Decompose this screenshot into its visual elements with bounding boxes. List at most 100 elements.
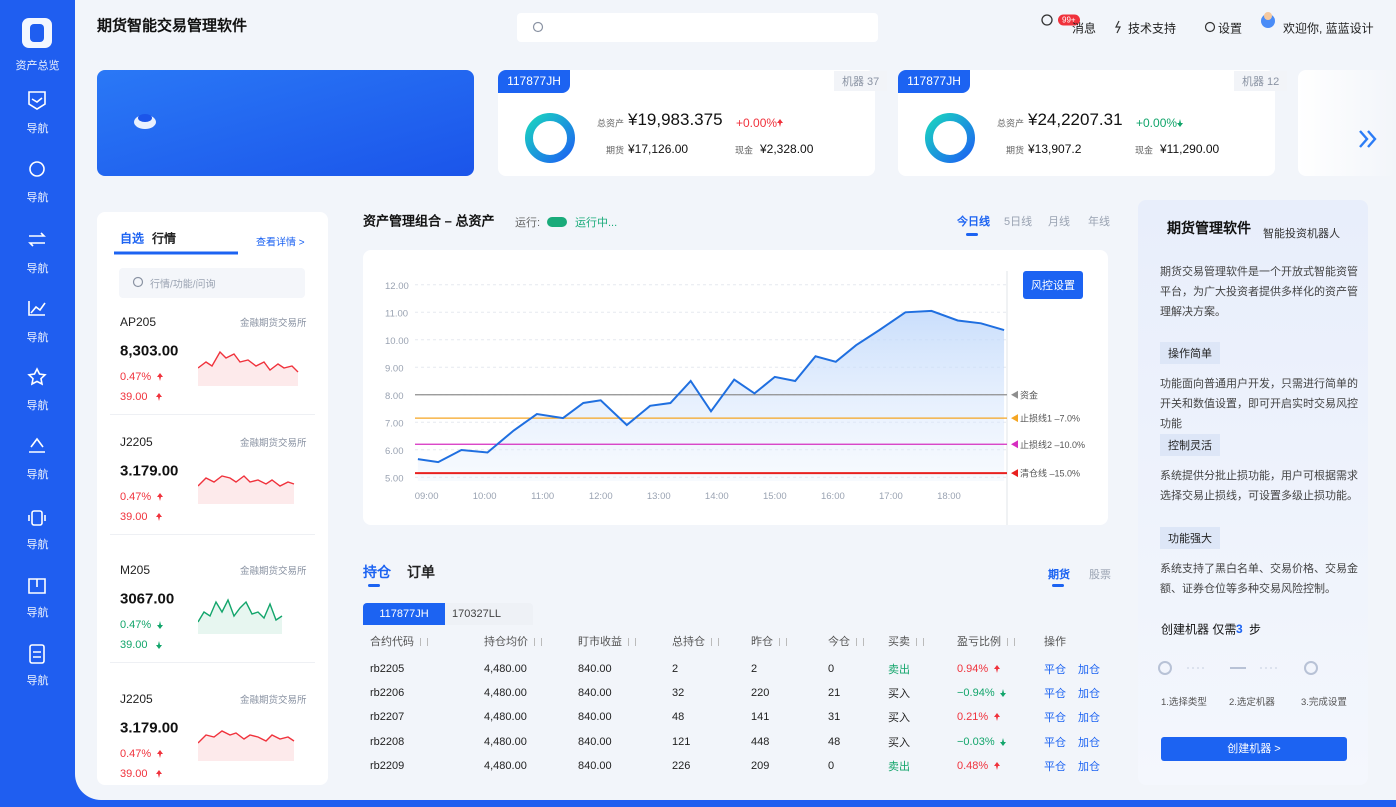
messages-link[interactable]: 消息	[1072, 21, 1097, 36]
nav-item[interactable]: 导航	[26, 332, 49, 344]
line	[417, 309, 1005, 464]
column-header[interactable]: 合约代码	[370, 633, 428, 649]
more-link[interactable]: 查看详情 >	[256, 237, 305, 249]
y-tick-label: 8.00	[385, 391, 404, 402]
range-tab[interactable]: 月线	[1048, 216, 1070, 228]
tab[interactable]: 行情	[152, 231, 177, 246]
add-button[interactable]: 加仓	[1078, 688, 1100, 700]
run-label: 运行:	[515, 217, 541, 229]
column-header[interactable]: 总持仓	[672, 633, 719, 649]
watchlist-panel	[97, 212, 328, 785]
table-cell: 买入	[888, 737, 910, 749]
item-pct: 0.47%	[120, 748, 152, 760]
column-header[interactable]: 买卖	[888, 633, 924, 649]
column-header[interactable]: 今仓	[828, 633, 864, 649]
reference-label: 资金	[1020, 389, 1038, 400]
run-status: 运行中...	[575, 217, 618, 229]
item-price: 3.179.00	[120, 719, 179, 737]
nav-item[interactable]: 导航	[26, 469, 49, 481]
table-cell: 141	[751, 711, 770, 723]
sparkline	[198, 730, 295, 761]
nav-item[interactable]: 导航	[26, 263, 49, 275]
toggle	[547, 217, 567, 227]
sort-icon[interactable]	[534, 638, 542, 647]
range-tab[interactable]: 年线	[1088, 216, 1110, 228]
close-button[interactable]: 平仓	[1044, 712, 1066, 724]
arrow-up	[157, 373, 163, 381]
add-button[interactable]: 加仓	[1078, 761, 1100, 773]
watchlist-search[interactable]: 行情/功能/问询	[150, 279, 216, 291]
account-change: +0.00%	[736, 116, 778, 130]
settings-link[interactable]: 设置	[1218, 21, 1243, 36]
account-tab[interactable]: 170327LL	[452, 608, 501, 620]
tab[interactable]: 订单	[407, 564, 435, 580]
add-button[interactable]: 加仓	[1078, 712, 1100, 724]
sparkline-path	[198, 476, 294, 504]
futures-value: ¥13,907.2	[1028, 142, 1082, 156]
column-header[interactable]: 昨仓	[751, 633, 787, 649]
separator	[110, 414, 315, 415]
table-cell: 840.00	[578, 736, 612, 748]
item-code: M205	[120, 563, 151, 577]
column-header[interactable]: 持仓均价	[484, 633, 542, 649]
arrow-down	[157, 621, 163, 629]
tab-underline	[368, 584, 380, 587]
create-button[interactable]: 创建机器 >	[1161, 737, 1347, 761]
sort-icon[interactable]	[628, 638, 636, 647]
range-tab[interactable]: 今日线	[957, 216, 990, 228]
close-button[interactable]: 平仓	[1044, 737, 1066, 749]
column-header[interactable]: 盈亏比例	[957, 633, 1015, 649]
futures-label: 期货	[606, 145, 625, 156]
sort-icon[interactable]	[420, 638, 428, 647]
close-button[interactable]: 平仓	[1044, 664, 1066, 676]
sparkline	[198, 598, 283, 634]
close-button[interactable]: 平仓	[1044, 688, 1066, 700]
sidebar-icons	[22, 18, 52, 664]
table-cell: 买入	[888, 688, 910, 700]
market-tab[interactable]: 股票	[1089, 569, 1111, 581]
nav-item[interactable]: 导航	[26, 539, 49, 551]
add-button[interactable]: 加仓	[1078, 737, 1100, 749]
range-tab[interactable]: 5日线	[1004, 216, 1033, 228]
account-tab-active[interactable]: 117877JH	[363, 603, 445, 625]
nav-item[interactable]: 导航	[26, 192, 49, 204]
tab-active[interactable]: 自选	[120, 231, 145, 246]
risk-button[interactable]: 风控设置	[1023, 271, 1083, 299]
sort-icon[interactable]	[856, 638, 864, 647]
x-tick-label: 18:00	[937, 491, 961, 502]
reference-marker	[1011, 469, 1018, 478]
sort-icon[interactable]	[779, 638, 787, 647]
add-button[interactable]: 加仓	[1078, 664, 1100, 676]
nav-item[interactable]: 资产总览	[15, 60, 60, 72]
futures-value: ¥17,126.00	[628, 142, 689, 156]
section-heading: 操作简单	[1160, 342, 1220, 364]
sparkline-path	[198, 350, 299, 373]
support-menu[interactable]: 技术支持	[1128, 21, 1177, 36]
sort-icon[interactable]	[916, 638, 924, 647]
section-text: 功能面向普通用户开发，只需进行简单的开关和数值设置，即可开启实时交易风控功能	[1160, 378, 1358, 430]
arrow-down	[156, 641, 162, 649]
section-text: 系统提供分批止损功能，用户可根据需求选择交易止损线，可设置多级止损功能。	[1160, 470, 1358, 502]
sparkline	[198, 350, 299, 386]
tab-active[interactable]: 持仓	[363, 564, 391, 580]
table-cell: −0.94%	[957, 687, 995, 699]
market-tab-active[interactable]: 期货	[1048, 569, 1070, 581]
nav-item[interactable]: 导航	[26, 607, 49, 619]
nav-item[interactable]: 导航	[26, 675, 49, 687]
arrow-up	[777, 119, 783, 127]
table-cell: rb2207	[370, 711, 405, 723]
sort-icon[interactable]	[1007, 638, 1015, 647]
sort-icon[interactable]	[711, 638, 719, 647]
item-code: J2205	[120, 435, 153, 449]
nav-item[interactable]: 导航	[26, 123, 49, 135]
table-cell: 21	[828, 687, 841, 699]
user-menu[interactable]: 欢迎你, 蓝蓝设计	[1283, 21, 1374, 36]
table-cell: 0	[828, 760, 835, 772]
table-cell: 4,480.00	[484, 711, 527, 723]
column-header[interactable]: 盯市收益	[578, 633, 636, 649]
arrow-up	[994, 665, 1000, 673]
close-button[interactable]: 平仓	[1044, 761, 1066, 773]
nav-item[interactable]: 导航	[26, 400, 49, 412]
item-pct: 0.47%	[120, 619, 152, 631]
